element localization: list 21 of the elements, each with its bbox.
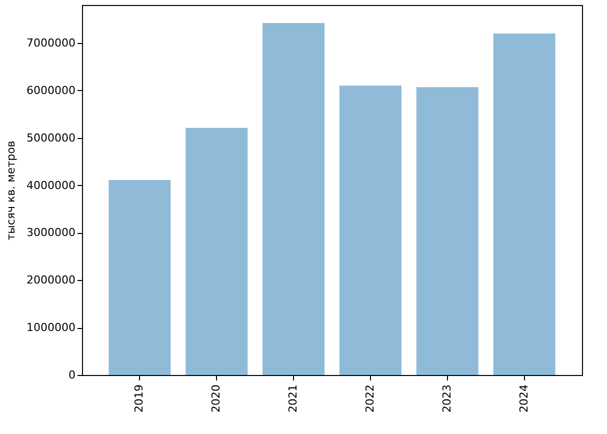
bar [339, 86, 402, 375]
y-tick-label: 5000000 [26, 131, 76, 144]
y-tick-label: 7000000 [26, 36, 76, 50]
x-tick-label: 2023 [440, 384, 454, 412]
y-tick-label: 2000000 [26, 274, 76, 287]
y-tick-label: 4000000 [26, 178, 76, 192]
bar [186, 128, 248, 375]
bar [416, 87, 478, 375]
y-tick-label: 3000000 [26, 226, 76, 240]
x-tick-label: 2020 [210, 384, 223, 412]
y-axis-title: тысяч кв. метров [4, 140, 18, 240]
bar [262, 23, 325, 375]
x-tick-label: 2024 [517, 384, 530, 412]
y-tick-label: 1000000 [26, 321, 76, 334]
bar [493, 33, 556, 375]
x-tick-label: 2022 [363, 384, 376, 412]
x-tick-label: 2019 [132, 384, 146, 412]
y-tick-label: 0 [68, 368, 76, 382]
x-tick-label: 2021 [286, 384, 300, 412]
y-tick-label: 6000000 [26, 84, 76, 97]
bar [108, 180, 171, 375]
